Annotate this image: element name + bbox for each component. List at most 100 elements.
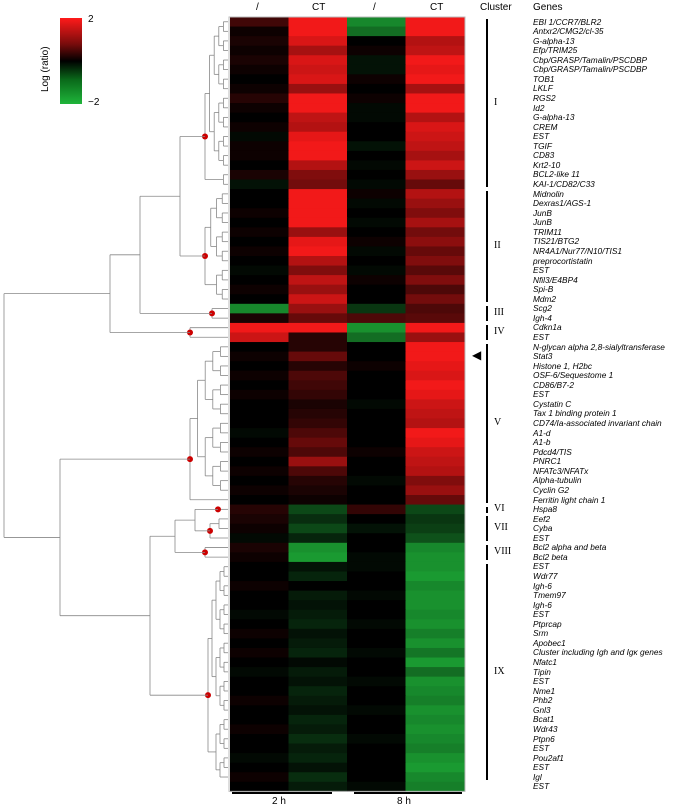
heatmap-cell bbox=[288, 179, 348, 190]
heatmap-cell bbox=[347, 523, 406, 534]
gene-label: CREM bbox=[533, 121, 558, 132]
gene-label: BCL2-like 11 bbox=[533, 169, 580, 180]
heatmap-cell bbox=[230, 26, 289, 37]
gene-label: Igh-6 bbox=[533, 580, 552, 591]
heatmap-cell bbox=[405, 667, 465, 678]
heatmap-cell bbox=[405, 485, 465, 496]
heatmap-cell bbox=[405, 647, 465, 659]
gene-label: EST bbox=[533, 561, 550, 572]
heatmap-cell bbox=[347, 542, 406, 553]
cluster-bar bbox=[486, 344, 488, 503]
gene-label: Bcat1 bbox=[533, 714, 555, 725]
heatmap-cell bbox=[347, 217, 406, 228]
gene-label: EST bbox=[533, 131, 550, 142]
gene-label: Igh-4 bbox=[533, 312, 552, 323]
heatmap-cell bbox=[230, 160, 289, 171]
gene-label: CD83 bbox=[533, 150, 555, 161]
legend-max-label: 2 bbox=[88, 14, 94, 25]
heatmap-cell bbox=[288, 590, 348, 601]
gene-label: EST bbox=[533, 389, 550, 400]
heatmap-cell bbox=[230, 83, 289, 94]
heatmap-cell bbox=[405, 523, 465, 534]
heatmap-cell bbox=[405, 122, 465, 133]
heatmap-cell bbox=[347, 227, 406, 238]
heatmap-cell bbox=[230, 322, 289, 333]
gene-label: Ptprcap bbox=[533, 618, 562, 629]
heatmap-cell bbox=[347, 313, 406, 324]
heatmap-cell bbox=[347, 55, 406, 66]
heatmap-cell bbox=[347, 695, 406, 706]
gene-label: Cluster including Igh and Igκ genes bbox=[533, 647, 663, 658]
cluster-bar bbox=[486, 305, 488, 321]
heatmap-cell bbox=[347, 198, 406, 209]
heatmap-cell bbox=[347, 189, 406, 200]
heatmap-cell bbox=[230, 342, 289, 353]
column-header-1: / bbox=[256, 2, 259, 13]
gene-label: Mdm2 bbox=[533, 293, 557, 304]
heatmap-cell bbox=[288, 533, 348, 544]
heatmap-cell bbox=[288, 351, 348, 362]
gene-label: Cbp/GRASP/Tamalin/PSCDBP bbox=[533, 64, 648, 75]
heatmap-cell bbox=[288, 552, 348, 563]
gene-label: Nfil3/E4BP4 bbox=[533, 274, 578, 285]
heatmap-cell bbox=[405, 322, 465, 333]
heatmap-cell bbox=[405, 74, 465, 85]
heatmap-cell bbox=[288, 332, 348, 343]
heatmap-cell bbox=[405, 743, 465, 754]
heatmap-cell bbox=[347, 342, 406, 353]
heatmap-cell bbox=[405, 370, 465, 381]
heatmap-cell bbox=[405, 609, 465, 620]
heatmap-cell bbox=[288, 772, 348, 783]
heatmap-cell bbox=[405, 83, 465, 94]
heatmap-cell bbox=[288, 734, 348, 745]
heatmap-cell bbox=[405, 581, 465, 592]
gene-label: Cbp/GRASP/Tamalin/PSCDBP bbox=[533, 54, 648, 65]
heatmap-cell bbox=[230, 734, 289, 745]
heatmap-cell bbox=[405, 45, 465, 56]
gene-label: Alpha-tubulin bbox=[533, 475, 582, 486]
heatmap-cell bbox=[347, 361, 406, 372]
heatmap-cell bbox=[405, 695, 465, 706]
heatmap-cell bbox=[347, 609, 406, 620]
heatmap-cell bbox=[347, 619, 406, 630]
gene-label: EST bbox=[533, 762, 550, 773]
gene-label: CD86/B7-2 bbox=[533, 379, 575, 390]
heatmap-cell bbox=[405, 351, 465, 362]
heatmap-cell bbox=[405, 686, 465, 697]
heatmap-cell bbox=[347, 600, 406, 611]
heatmap-cell bbox=[288, 628, 348, 639]
gene-label: TRIM11 bbox=[533, 226, 562, 237]
heatmap-cell bbox=[230, 456, 289, 467]
heatmap-cell bbox=[288, 256, 348, 267]
heatmap-cell bbox=[347, 17, 406, 28]
genes-header: Genes bbox=[533, 2, 563, 13]
heatmap-cell bbox=[288, 753, 348, 764]
gene-label: Midnolin bbox=[533, 188, 564, 199]
heatmap-cell bbox=[405, 150, 465, 161]
heatmap-cell bbox=[405, 590, 465, 601]
gene-label: EST bbox=[533, 676, 550, 687]
heatmap-cell bbox=[230, 437, 289, 448]
heatmap-cell bbox=[230, 600, 289, 611]
heatmap-cell bbox=[288, 428, 348, 439]
gene-label: Antxr2/CMG2/cl-35 bbox=[533, 26, 604, 37]
heatmap-cell bbox=[230, 408, 289, 420]
heatmap-cell bbox=[347, 561, 406, 572]
heatmap-cell bbox=[230, 667, 289, 678]
heatmap-cell bbox=[288, 64, 348, 75]
heatmap-cell bbox=[347, 743, 406, 754]
heatmap-cell bbox=[288, 571, 348, 582]
heatmap-cell bbox=[347, 705, 406, 716]
heatmap-cell bbox=[230, 150, 289, 161]
gene-label: TOB1 bbox=[533, 73, 555, 84]
heatmap-cell bbox=[288, 504, 348, 515]
heatmap-cell bbox=[347, 208, 406, 219]
gene-label: Pou2af1 bbox=[533, 752, 564, 763]
heatmap-cell bbox=[405, 189, 465, 200]
cluster-bar bbox=[486, 19, 488, 188]
heatmap-cell bbox=[230, 112, 289, 123]
cluster-label: I bbox=[494, 97, 498, 109]
heatmap-cell bbox=[230, 361, 289, 372]
heatmap-cell bbox=[230, 447, 289, 458]
heatmap-cell bbox=[288, 303, 348, 314]
